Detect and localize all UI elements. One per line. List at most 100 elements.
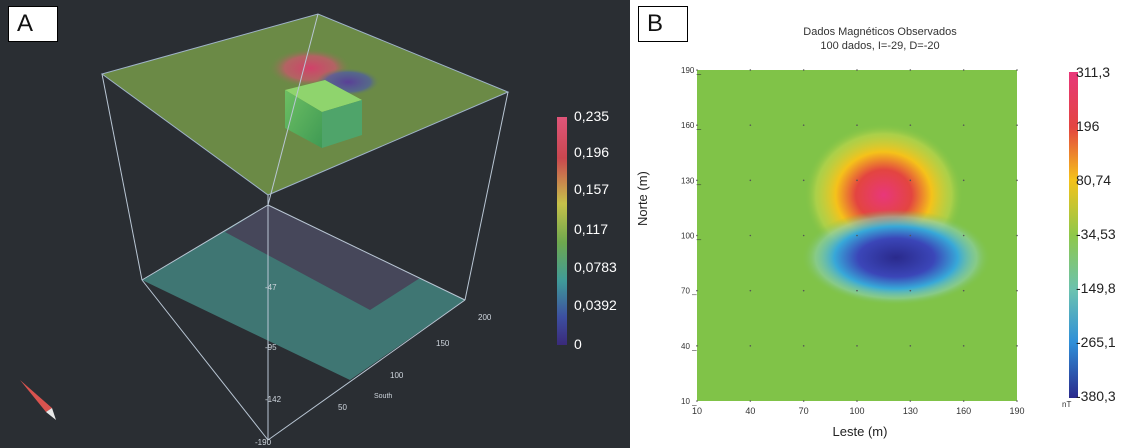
- grid-dot: [749, 69, 752, 71]
- wireframe: [101, 13, 509, 441]
- y-tick-label: 10 _: [681, 397, 697, 406]
- grid-dot: [696, 234, 698, 237]
- x-tick-label: 40: [745, 406, 755, 416]
- x-tick-label: 160: [956, 406, 971, 416]
- grid-dot: [696, 289, 698, 292]
- colorbar-b-tick: -34,53: [1076, 226, 1116, 242]
- grid-dot: [962, 345, 965, 347]
- south-tick: 50: [338, 403, 347, 412]
- colorbar-b-tick: 80,74: [1076, 172, 1112, 188]
- depth-tick: -47: [265, 283, 277, 292]
- south-tick: 200: [478, 313, 492, 322]
- grid-dot: [962, 289, 965, 292]
- grid-dot: [1016, 179, 1018, 182]
- grid-dot: [962, 179, 965, 182]
- grid-dot: [802, 345, 805, 347]
- depth-tick: -95: [265, 343, 277, 352]
- grid-dot: [962, 69, 965, 71]
- grid-dot: [909, 179, 912, 182]
- y-tick-label: 100 _: [681, 232, 702, 241]
- colorbar-a-tick: 0: [574, 336, 582, 352]
- grid-dot: [909, 124, 912, 126]
- grid-dot: [749, 234, 752, 237]
- grid-dot: [909, 234, 912, 237]
- panel-b-plot: 10 40 70 100 130 160 190 190 _ 160 _ 130 _ 100 _ 7…: [681, 66, 1078, 416]
- panel-b-heatmap: B Dados Magnéticos Observados 100 dados,…: [630, 0, 1134, 448]
- grid-dot: [696, 124, 698, 126]
- grid-dot: [856, 289, 858, 292]
- y-axis-label: Norte (m): [635, 171, 650, 226]
- grid-dot: [962, 124, 965, 126]
- negative-anomaly: [801, 209, 992, 306]
- colorbar-a-tick: 0,0783: [574, 259, 617, 275]
- grid-dot: [909, 289, 912, 292]
- orientation-arrow-icon: [20, 380, 56, 420]
- grid-dot: [1016, 234, 1018, 237]
- panel-a-scene: -47 -95 -142 -190 200 150 100 50 South: [20, 13, 567, 447]
- grid-dot: [802, 179, 805, 182]
- x-axis: 10 40 70 100 130 160 190: [692, 406, 1025, 416]
- source-box-top: [285, 80, 362, 112]
- grid-dot: [802, 289, 805, 292]
- grid-dot: [909, 400, 912, 402]
- depth-tick: -190: [255, 438, 272, 447]
- grid-dot: [802, 400, 805, 402]
- x-tick-label: 10: [692, 406, 702, 416]
- colorbar-b-tick: -380,3: [1076, 388, 1116, 404]
- grid-dot: [696, 179, 698, 182]
- colorbar-b-tick: -265,1: [1076, 334, 1116, 350]
- grid-dot: [696, 345, 698, 347]
- grid-dot: [909, 69, 912, 71]
- colorbar-a-tick: 0,157: [574, 181, 610, 197]
- grid-dot: [696, 69, 698, 71]
- grid-dot: [1016, 289, 1018, 292]
- panel-b-label: B: [638, 6, 688, 42]
- bottom-plane: [142, 205, 465, 380]
- y-tick-label: 190 _: [681, 66, 702, 75]
- panel-a-3d-view: -47 -95 -142 -190 200 150 100 50 South A…: [0, 0, 630, 448]
- colorbar-unit: nT: [1062, 400, 1072, 409]
- grid-dot: [856, 179, 858, 182]
- y-tick-label: 130 _: [681, 176, 702, 185]
- y-tick-label: 70 _: [681, 287, 697, 296]
- colorbar-a-tick: 0,117: [574, 221, 608, 237]
- grid-dot: [856, 400, 858, 402]
- colorbar-a: [557, 117, 567, 345]
- colorbar-a-tick: 0,0392: [574, 297, 617, 313]
- colorbar-a-tick: 0,196: [574, 144, 610, 160]
- grid-dot: [749, 179, 752, 182]
- grid-dot: [909, 345, 912, 347]
- x-tick-label: 130: [903, 406, 918, 416]
- south-tick: 100: [390, 371, 404, 380]
- grid-dot: [802, 124, 805, 126]
- grid-dot: [1016, 345, 1018, 347]
- grid-dot: [696, 400, 698, 402]
- grid-dot: [1016, 124, 1018, 126]
- x-axis-label: Leste (m): [832, 424, 888, 439]
- grid-dot: [802, 234, 805, 237]
- colorbar-b-tick: 311,3: [1076, 64, 1110, 80]
- south-tick: 150: [436, 339, 450, 348]
- grid-dot: [749, 345, 752, 347]
- x-tick-label: 70: [799, 406, 809, 416]
- grid-dot: [1016, 400, 1018, 402]
- grid-dot: [856, 345, 858, 347]
- grid-dot: [962, 234, 965, 237]
- chart-title: Dados Magnéticos Observados: [803, 26, 957, 38]
- grid-dot: [856, 69, 858, 71]
- colorbar-a-tick: 0,235: [574, 108, 610, 124]
- bottom-plane-dark-stripe: [225, 205, 420, 310]
- south-axis-label: South: [374, 393, 392, 400]
- grid-dot: [962, 400, 965, 402]
- x-tick-label: 100: [849, 406, 864, 416]
- colorbar-b-tick: 196: [1076, 118, 1100, 134]
- depth-tick: -142: [265, 395, 282, 404]
- y-tick-label: 160 _: [681, 121, 702, 130]
- grid-dot: [749, 400, 752, 402]
- colorbar-b-tick: -149,8: [1076, 280, 1116, 296]
- x-tick-label: 190: [1009, 406, 1024, 416]
- source-box-right: [322, 100, 362, 148]
- panel-a-label: A: [8, 6, 58, 42]
- grid-dot: [856, 124, 858, 126]
- y-axis: 190 _ 160 _ 130 _ 100 _ 70 _ 40 _ 10 _: [681, 66, 702, 406]
